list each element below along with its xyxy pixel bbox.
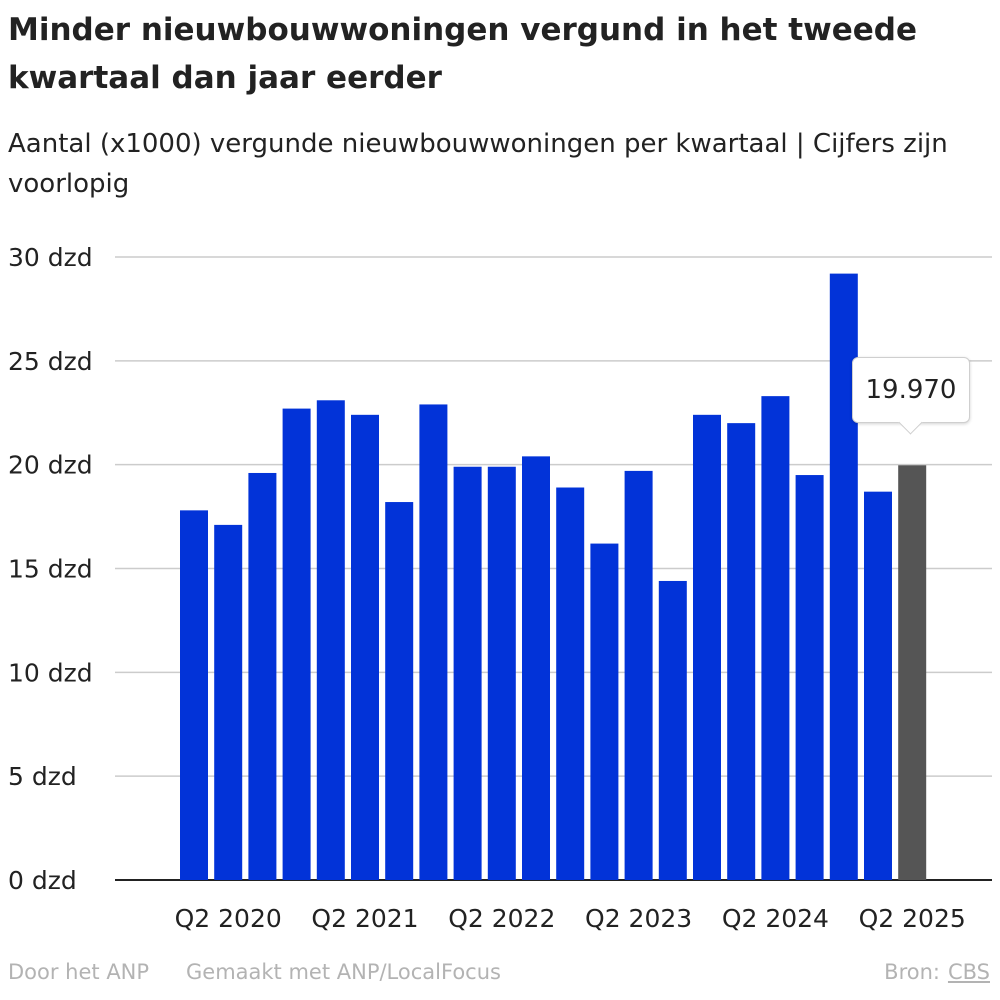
y-tick-label: 30 dzd [8, 243, 93, 272]
bar-q2-2020[interactable]: Q2 2020: 17.1 [214, 524, 243, 880]
x-tick-label: Q2 2021 [311, 904, 418, 933]
chart-title: Minder nieuwbouwwoningen vergund in het … [8, 12, 917, 96]
bar-q1-2025[interactable]: Q1 2025: 18.7 [864, 491, 892, 880]
footer-credit: Door het ANP [8, 960, 150, 984]
bar-q1-2024[interactable]: Q1 2024: 22 [727, 423, 756, 880]
bars: Q1 2020: 17.8Q2 2020: 17.1Q3 2020: 19.6Q… [180, 273, 927, 880]
bar-q4-2021[interactable]: Q4 2021: 22.9 [419, 404, 448, 880]
bar-q4-2022[interactable]: Q4 2022: 18.9 [556, 487, 585, 880]
footer-made-with: Gemaakt met ANP/LocalFocus [186, 960, 501, 984]
y-tick-label: 15 dzd [8, 555, 93, 584]
bar-q1-2021[interactable]: Q1 2021: 23.1 [316, 400, 345, 880]
bar-q2-2021[interactable]: Q2 2021: 22.4 [351, 414, 379, 880]
y-tick-label: 25 dzd [8, 347, 93, 376]
x-axis-labels: Q2 2020 Q2 2021 Q2 2022 Q2 2023 Q2 2024 Q2 20… [175, 904, 966, 933]
bar-q3-2020[interactable]: Q3 2020: 19.6 [248, 472, 277, 880]
bar-q4-2023[interactable]: Q4 2023: 22.4 [693, 414, 721, 880]
x-tick-label: Q2 2025 [859, 904, 966, 933]
bar-chart: Q1 2020: 17.8Q2 2020: 17.1Q3 2020: 19.6Q… [8, 243, 992, 933]
gridlines [115, 256, 992, 881]
y-tick-label: 20 dzd [8, 451, 93, 480]
tooltip-value: 19.970 [865, 375, 957, 405]
y-tick-label: 10 dzd [8, 658, 93, 687]
x-tick-label: Q2 2022 [448, 904, 555, 933]
bar-q1-2022[interactable]: Q1 2022: 19.9 [453, 466, 482, 880]
source-link[interactable]: CBS [947, 960, 990, 984]
bar-q1-2023[interactable]: Q1 2023: 16.2 [590, 543, 619, 880]
bar-q1-2020[interactable]: Q1 2020: 17.8 [180, 510, 208, 880]
bar-q4-2020[interactable]: Q4 2020: 22.7 [282, 408, 311, 880]
x-tick-label: Q2 2023 [585, 904, 692, 933]
bar-q2-2023[interactable]: Q2 2023: 19.7 [624, 470, 653, 880]
y-axis-labels: 0 dzd 5 dzd 10 dzd 15 dzd 20 dzd 25 dzd 30 dzd [8, 243, 93, 895]
bar-q3-2022[interactable]: Q3 2022: 20.4 [522, 456, 550, 880]
x-tick-label: Q2 2024 [722, 904, 829, 933]
chart-subtitle: Aantal (x1000) vergunde nieuwbouwwoninge… [8, 129, 948, 199]
bar-q2-2025[interactable]: Q2 2025: 19.97 [898, 465, 927, 880]
value-tooltip: 19.970 [852, 357, 970, 435]
bar-q2-2022[interactable]: Q2 2022: 19.9 [487, 466, 516, 880]
bar-q3-2023[interactable]: Q3 2023: 14.4 [658, 580, 687, 880]
bar-q3-2024[interactable]: Q3 2024: 19.5 [795, 475, 824, 880]
x-tick-label: Q2 2020 [175, 904, 282, 933]
y-tick-label: 0 dzd [8, 866, 77, 895]
bar-q3-2021[interactable]: Q3 2021: 18.2 [385, 502, 414, 880]
footer-source: Bron: CBS [884, 960, 990, 984]
source-label: Bron: [884, 960, 940, 984]
y-tick-label: 5 dzd [8, 762, 77, 791]
bar-q2-2024[interactable]: Q2 2024: 23.3 [761, 396, 790, 880]
